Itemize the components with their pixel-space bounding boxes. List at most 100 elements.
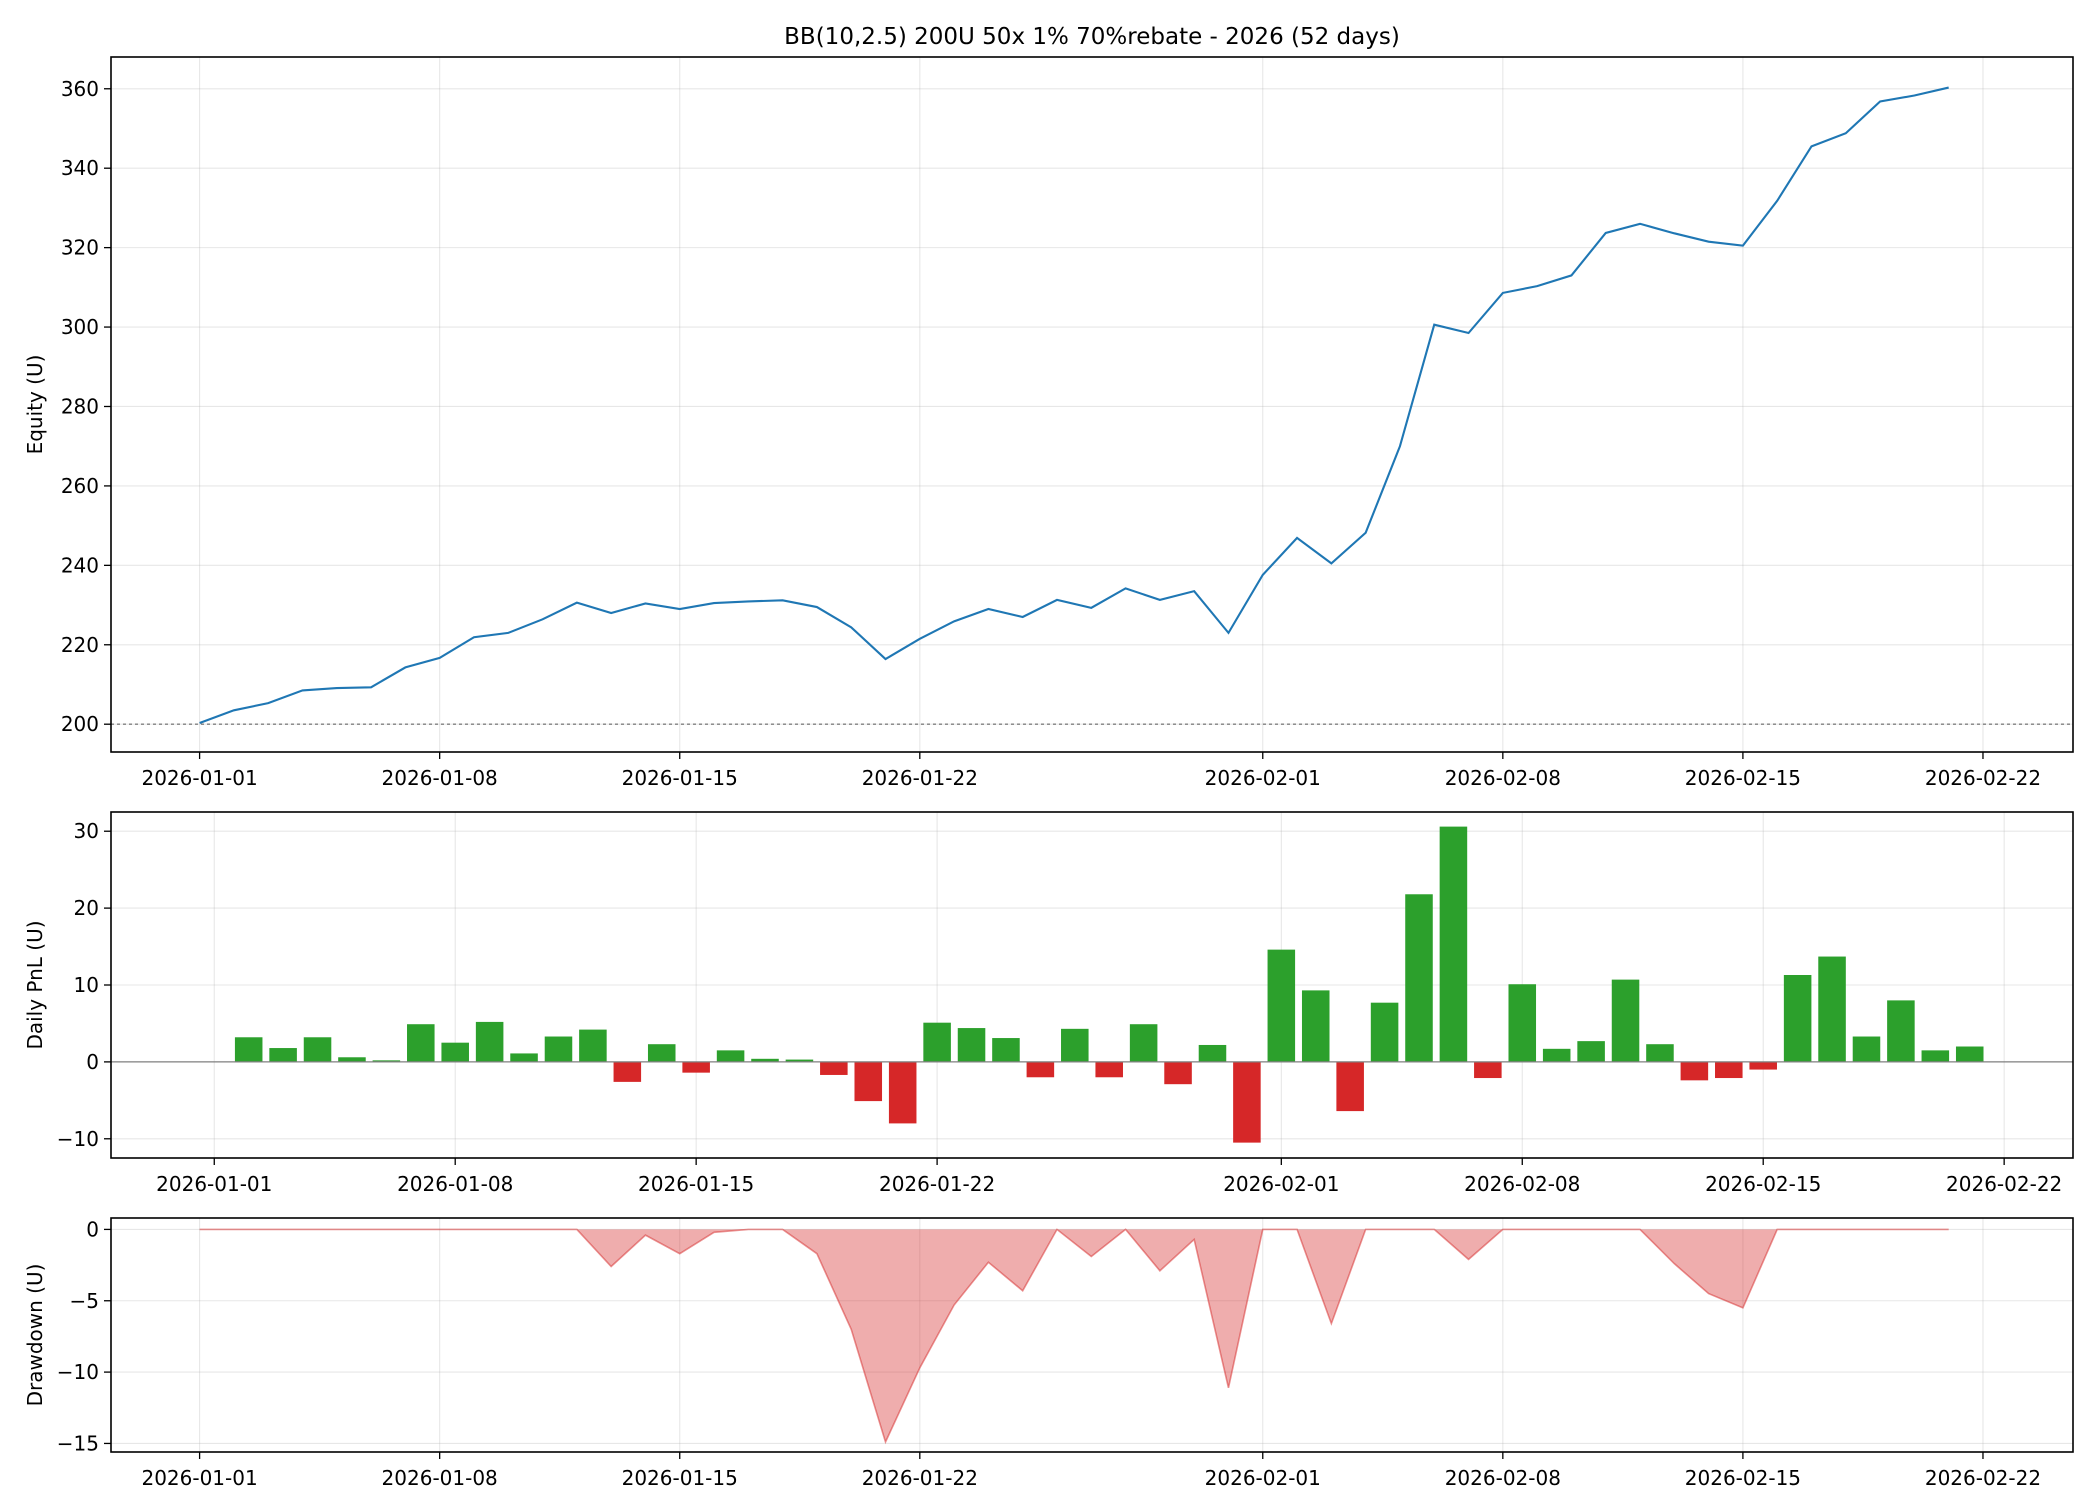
y-tick-label: 280 bbox=[61, 394, 99, 418]
pnl-bar bbox=[1267, 949, 1296, 1062]
pnl-bar bbox=[751, 1058, 779, 1062]
pnl-bar bbox=[544, 1036, 573, 1062]
x-tick-label: 2026-01-01 bbox=[141, 766, 257, 790]
pnl-bar bbox=[1233, 1061, 1261, 1143]
pnl-bar bbox=[1542, 1048, 1571, 1062]
x-tick-label: 2026-01-08 bbox=[382, 766, 498, 790]
pnl-bar bbox=[1715, 1061, 1743, 1079]
pnl-bar bbox=[441, 1042, 469, 1062]
y-tick-label: 200 bbox=[61, 712, 99, 736]
x-tick-label: 2026-02-22 bbox=[1946, 1172, 2062, 1196]
pnl-bar bbox=[1680, 1061, 1709, 1081]
plot-frame bbox=[110, 1217, 2074, 1453]
pnl-bar bbox=[1611, 979, 1640, 1062]
pnl-bar bbox=[1921, 1050, 1950, 1062]
pnl-bar bbox=[475, 1021, 504, 1062]
x-tick-label: 2026-01-15 bbox=[622, 766, 738, 790]
y-tick-label: 0 bbox=[86, 1050, 99, 1074]
chart-title: BB(10,2.5) 200U 50x 1% 70%rebate - 2026 … bbox=[784, 24, 1400, 50]
pnl-bar bbox=[407, 1024, 435, 1062]
x-tick-label: 2026-01-08 bbox=[382, 1466, 498, 1490]
pnl-bar bbox=[1783, 975, 1812, 1062]
x-tick-label: 2026-02-22 bbox=[1925, 766, 2041, 790]
y-tick-label: 360 bbox=[61, 77, 99, 101]
x-tick-label: 2026-01-22 bbox=[862, 1466, 978, 1490]
pnl-bar bbox=[1749, 1061, 1777, 1070]
pnl-bar bbox=[303, 1037, 332, 1062]
pnl-bar bbox=[854, 1061, 883, 1102]
pnl-bar bbox=[372, 1060, 401, 1062]
pnl-bar bbox=[1474, 1061, 1502, 1079]
pnl-bar bbox=[1370, 1002, 1399, 1062]
x-tick-label: 2026-02-08 bbox=[1445, 766, 1561, 790]
x-tick-label: 2026-01-01 bbox=[156, 1172, 272, 1196]
y-tick-label: 260 bbox=[61, 474, 99, 498]
pnl-bar bbox=[579, 1029, 607, 1062]
y-tick-label: 300 bbox=[61, 315, 99, 339]
y-tick-label: 0 bbox=[86, 1217, 99, 1241]
x-tick-label: 2026-02-01 bbox=[1205, 766, 1321, 790]
x-tick-label: 2026-01-22 bbox=[879, 1172, 995, 1196]
drawdown-panel: 2026-01-01 2026-01-08 2026-01-15 2026-01-22… bbox=[23, 1217, 2074, 1490]
pnl-bar bbox=[1508, 984, 1537, 1062]
pnl-bar bbox=[1887, 1000, 1915, 1062]
pnl-bar bbox=[1577, 1041, 1605, 1062]
pnl-bar bbox=[888, 1061, 917, 1124]
pnl-bar bbox=[1061, 1028, 1089, 1062]
y-tick-label: 30 bbox=[74, 819, 99, 843]
y-tick-label: −10 bbox=[57, 1127, 99, 1151]
pnl-bar bbox=[647, 1044, 676, 1062]
pnl-bar bbox=[716, 1050, 745, 1062]
y-tick-label: 10 bbox=[74, 973, 99, 997]
drawdown-line bbox=[199, 1228, 1949, 1445]
y-tick-label: 220 bbox=[61, 633, 99, 657]
y-tick-label: −5 bbox=[70, 1289, 99, 1313]
y-tick-label: 240 bbox=[61, 553, 99, 577]
y-tick-label: −10 bbox=[57, 1360, 99, 1384]
pnl-bar bbox=[820, 1061, 848, 1075]
x-tick-label: 2026-01-15 bbox=[638, 1172, 754, 1196]
y-tick-label: 340 bbox=[61, 156, 99, 180]
pnl-bar bbox=[510, 1053, 538, 1062]
pnl-bar bbox=[992, 1038, 1020, 1062]
pnl-bar bbox=[1095, 1061, 1123, 1078]
pnl-bar bbox=[1336, 1061, 1364, 1112]
pnl-bar bbox=[923, 1022, 951, 1062]
y-axis-label: Daily PnL (U) bbox=[23, 920, 47, 1049]
daily-pnl-panel: 2026-01-01 2026-01-08 2026-01-15 2026-01-22… bbox=[23, 811, 2074, 1196]
pnl-bar bbox=[1164, 1061, 1192, 1085]
x-tick-label: 2026-02-15 bbox=[1685, 1466, 1801, 1490]
drawdown-area bbox=[199, 1229, 1949, 1443]
x-tick-label: 2026-01-01 bbox=[141, 1466, 257, 1490]
pnl-bar bbox=[682, 1061, 710, 1073]
y-tick-label: 320 bbox=[61, 236, 99, 260]
pnl-bar bbox=[1129, 1024, 1158, 1062]
pnl-bar bbox=[234, 1037, 263, 1062]
x-tick-label: 2026-01-15 bbox=[622, 1466, 738, 1490]
pnl-bar bbox=[1198, 1044, 1227, 1062]
x-tick-label: 2026-02-01 bbox=[1205, 1466, 1321, 1490]
pnl-bar bbox=[785, 1059, 814, 1062]
pnl-bar bbox=[1026, 1061, 1055, 1078]
equity-line bbox=[199, 86, 1949, 724]
y-tick-label: −15 bbox=[57, 1431, 99, 1455]
x-tick-label: 2026-02-15 bbox=[1705, 1172, 1821, 1196]
pnl-bar bbox=[613, 1061, 642, 1082]
pnl-bar bbox=[957, 1028, 986, 1062]
pnl-bar bbox=[1301, 990, 1330, 1062]
pnl-bar bbox=[338, 1057, 366, 1062]
pnl-bar bbox=[1646, 1044, 1674, 1062]
x-tick-label: 2026-01-08 bbox=[397, 1172, 513, 1196]
pnl-bar bbox=[269, 1048, 297, 1062]
y-tick-label: 20 bbox=[74, 896, 99, 920]
x-tick-label: 2026-02-01 bbox=[1223, 1172, 1339, 1196]
equity-panel: 2026-01-01 2026-01-08 2026-01-15 2026-01-22… bbox=[23, 56, 2074, 790]
x-tick-label: 2026-02-08 bbox=[1445, 1466, 1561, 1490]
plot-frame bbox=[110, 56, 2074, 753]
pnl-bar bbox=[1818, 956, 1846, 1062]
pnl-bar bbox=[1439, 826, 1468, 1062]
y-axis-label: Drawdown (U) bbox=[23, 1264, 47, 1407]
x-tick-label: 2026-01-22 bbox=[862, 766, 978, 790]
x-tick-label: 2026-02-08 bbox=[1464, 1172, 1580, 1196]
